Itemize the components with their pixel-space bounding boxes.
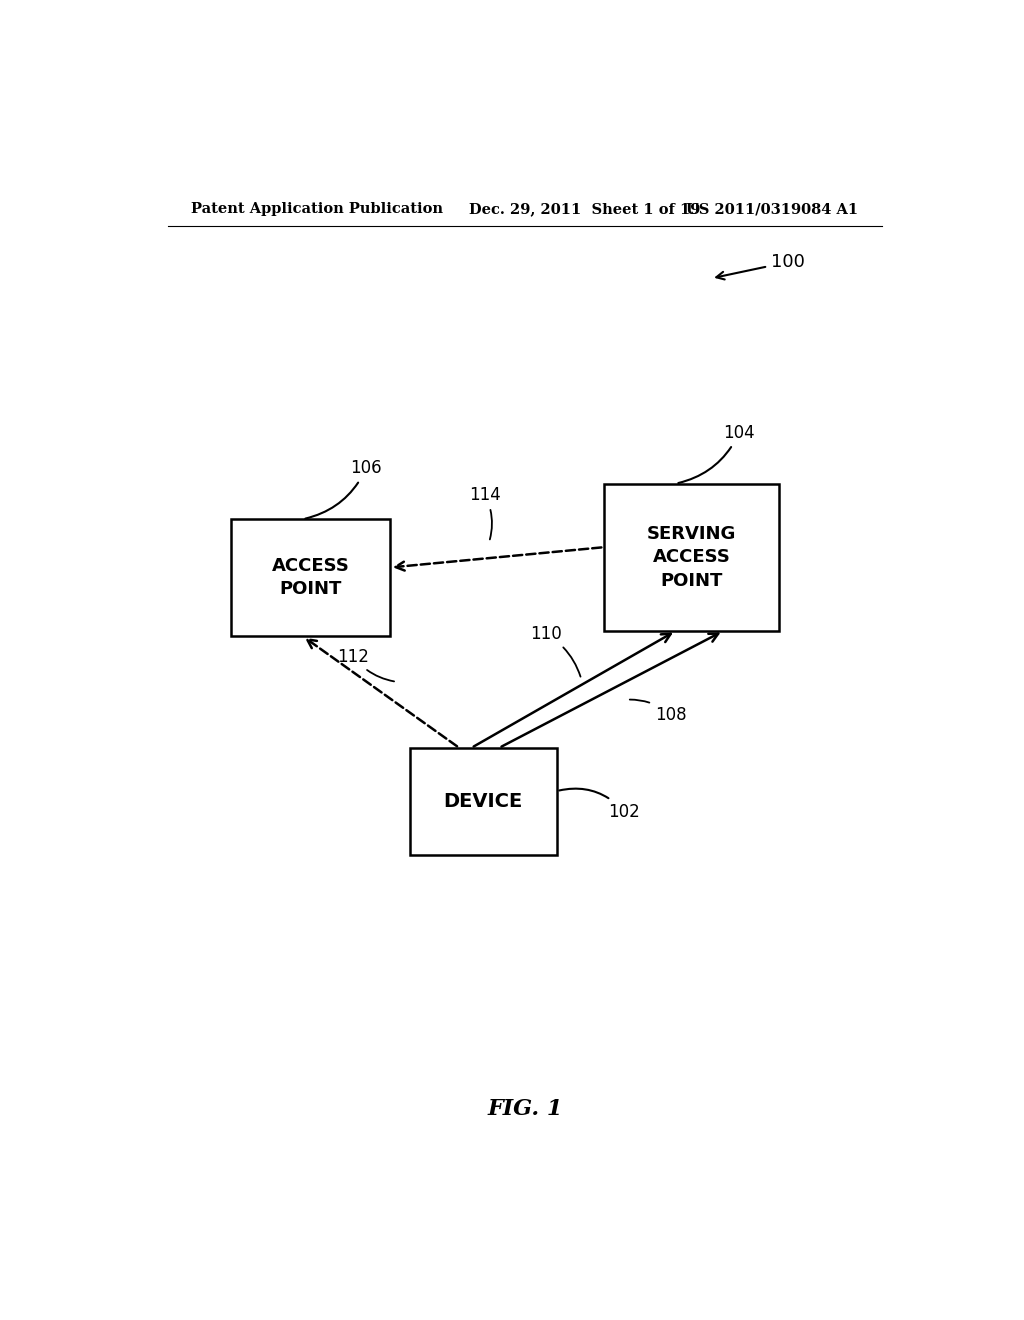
Bar (231, 519, 390, 636)
Text: 114: 114 (469, 486, 501, 540)
Bar (410, 748, 557, 854)
Text: 110: 110 (529, 624, 581, 677)
Text: 102: 102 (559, 788, 640, 821)
Text: 104: 104 (678, 424, 755, 483)
Text: 112: 112 (337, 648, 394, 681)
Text: US 2011/0319084 A1: US 2011/0319084 A1 (686, 202, 858, 216)
Text: DEVICE: DEVICE (443, 792, 523, 810)
Text: FIG. 1: FIG. 1 (487, 1098, 562, 1119)
Bar (604, 483, 778, 631)
Text: Patent Application Publication: Patent Application Publication (191, 202, 443, 216)
Text: 100: 100 (717, 253, 805, 280)
Text: ACCESS
POINT: ACCESS POINT (271, 557, 349, 598)
Text: 108: 108 (630, 700, 686, 723)
Text: Dec. 29, 2011  Sheet 1 of 19: Dec. 29, 2011 Sheet 1 of 19 (469, 202, 700, 216)
Text: 106: 106 (305, 459, 382, 519)
Text: SERVING
ACCESS
POINT: SERVING ACCESS POINT (647, 525, 736, 590)
